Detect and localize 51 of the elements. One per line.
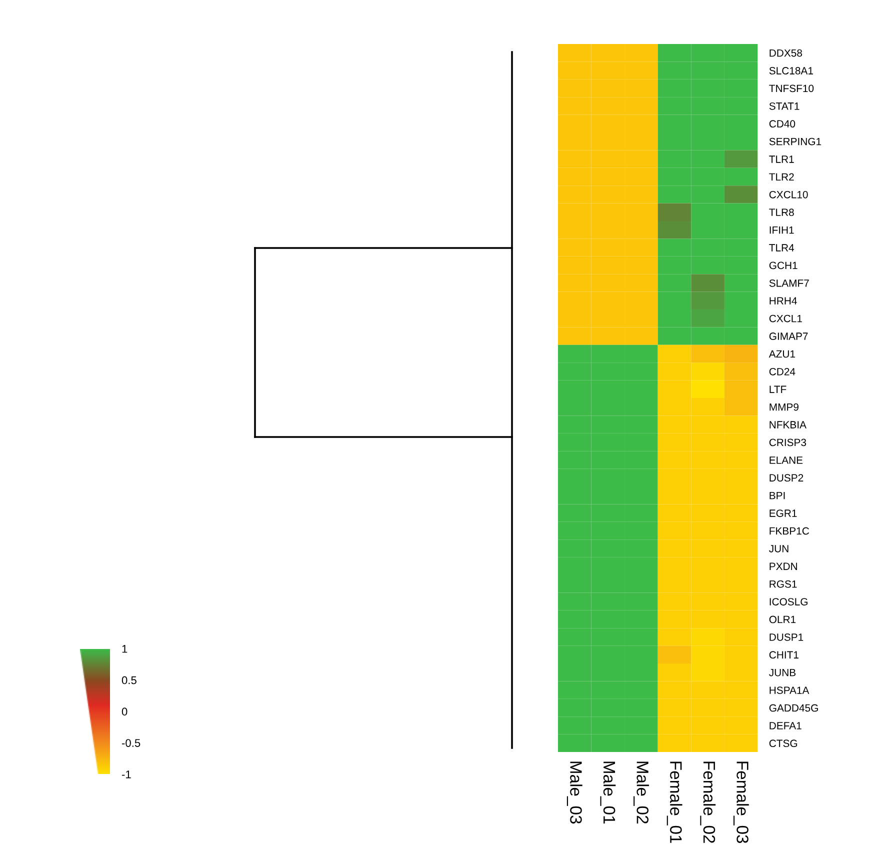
y-tick-label: CD40 [769,120,796,128]
y-tick-label: MMP9 [770,403,798,411]
y-tick-label: BPI [770,492,785,500]
color-bar-label: -1 [122,770,131,778]
y-tick-label: TLR2 [769,173,794,181]
y-tick-label: RGS1 [770,580,797,588]
y-tick-label: SERPING1 [769,138,822,146]
y-tick-label: CHIT1 [769,651,798,659]
y-tick-label: CTSG [769,740,798,748]
y-tick-label: LTF [770,386,786,393]
y-tick-label: SLAMF7 [769,279,809,287]
y-tick-label: STAT1 [769,102,800,110]
y-tick-label: DEFA1 [770,722,802,730]
y-tick-label: TLR8 [769,208,794,216]
y-tick-label: CD24 [769,368,796,376]
x-tick-label: Male_02 [634,762,649,824]
y-tick-label: HRH4 [770,297,797,304]
y-tick-label: JUN [769,545,788,552]
y-tick-label: AZU1 [768,350,795,358]
y-tick-label: GCH1 [769,262,798,270]
y-tick-label: GADD45G [769,704,818,712]
x-tick-label: Male_01 [600,762,616,824]
y-tick-label: TLR1 [769,156,794,163]
y-tick-label: CXCL10 [769,190,808,198]
y-tick-label: TLR4 [769,244,794,252]
y-tick-label: PXDN [770,562,797,570]
y-tick-label: ICOSLG [770,598,808,606]
y-tick-label: IFIH1 [770,226,794,234]
color-bar-label: -0.5 [122,739,140,747]
x-tick-label: Female_02 [700,762,716,843]
y-tick-label: FKBP1C [770,527,810,535]
y-tick-label: OLR1 [769,616,796,624]
color-bar-label: 0 [122,708,128,716]
y-tick-label: DUSP2 [770,474,804,482]
y-tick-label: JUNB [769,668,796,676]
y-tick-label: DDX58 [770,49,802,57]
color-bar-label: 0.5 [122,676,136,684]
y-tick-label: DUSP1 [770,633,804,641]
y-tick-label: GIMAP7 [769,332,808,340]
x-tick-label: Female_03 [733,762,749,844]
x-tick-label: Female_01 [666,762,682,843]
y-tick-label: ELANE [770,456,803,464]
y-tick-label: CXCL1 [769,314,802,322]
color-bar-label: 1 [122,645,128,653]
x-tick-label: Male_03 [566,762,582,824]
y-tick-label: SLC18A1 [769,67,813,74]
y-tick-label: CRISP3 [769,438,806,446]
y-tick-label: HSPA1A [770,686,810,694]
y-tick-label: NFKBIA [770,421,806,428]
y-tick-label: TNFSF10 [769,84,814,92]
y-tick-label: EGR1 [770,510,797,517]
